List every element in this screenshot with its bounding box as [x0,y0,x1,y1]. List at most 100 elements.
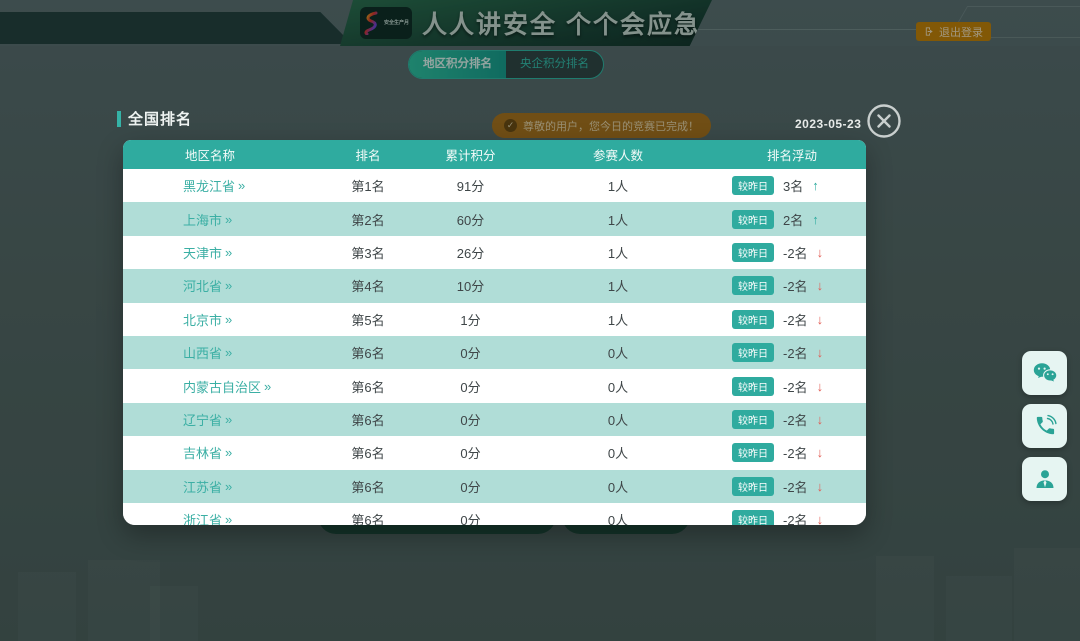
participants-value: 1人 [607,279,629,295]
change-value: -2名 [783,513,808,525]
title-banner: 安全生产月 人人讲安全 个个会应急 [340,0,712,46]
header-right-line [695,29,943,30]
rank-value: 第4名 [351,279,385,295]
region-link[interactable]: 上海市» [123,210,313,229]
completion-toast: ✓ 尊敬的用户，您今日的竞赛已完成！ [492,113,711,138]
column-header-participants: 参赛人数 [592,149,643,163]
change-value: -2名 [783,379,808,395]
change-cell: 较昨日 -2名 ↓ [718,510,866,525]
rank-value: 第6名 [351,446,385,462]
ranking-date: 2023-05-23 [795,117,862,131]
score-value: 0分 [460,446,481,462]
participants-value: 0人 [607,479,629,495]
check-icon: ✓ [504,119,517,132]
vs-yesterday-badge: 较昨日 [732,409,774,429]
rank-value: 第5名 [351,312,385,328]
change-value: -2名 [783,312,808,328]
table-body: 黑龙江省» 第1名 91分 1人 较昨日 3名 ↑ 上海市» 第2名 60分 1… [123,169,866,525]
rank-value: 第6名 [351,513,385,525]
trend-arrow-icon: ↓ [816,411,824,427]
vs-yesterday-badge: 较昨日 [732,309,774,329]
region-link[interactable]: 辽宁省» [123,410,313,429]
score-value: 0分 [460,513,481,525]
toast-message: 尊敬的用户，您今日的竞赛已完成！ [523,120,699,133]
change-value: -2名 [783,245,808,261]
logo-swoosh-icon [364,11,378,35]
participants-value: 0人 [607,513,629,525]
modal-title: 全国排名 [128,111,193,128]
vs-yesterday-badge: 较昨日 [732,242,774,262]
chevron-right-icon: » [238,178,246,194]
title-accent-bar [117,110,121,127]
table-row: 山西省» 第6名 0分 0人 较昨日 -2名 ↓ [123,335,866,370]
region-link[interactable]: 天津市» [123,243,313,262]
region-name: 山西省 [183,346,223,362]
region-link[interactable]: 内蒙古自治区» [123,377,313,396]
region-name: 江苏省 [183,479,223,495]
chevron-right-icon: » [225,512,233,525]
table-row: 江苏省» 第6名 0分 0人 较昨日 -2名 ↓ [123,469,866,503]
vs-yesterday-badge: 较昨日 [732,443,774,463]
region-name: 吉林省 [183,446,223,462]
ranking-tabs: 地区积分排名 央企积分排名 [408,50,604,79]
region-link[interactable]: 山西省» [123,343,313,362]
trend-arrow-icon: ↑ [812,211,819,227]
column-header-change: 排名浮动 [766,149,817,163]
header-left-decoration [0,12,352,44]
region-link[interactable]: 黑龙江省» [123,176,313,195]
region-link[interactable]: 河北省» [123,276,313,295]
phone-button[interactable] [1022,404,1067,448]
chevron-right-icon: » [225,345,233,361]
tab-enterprise-ranking[interactable]: 央企积分排名 [520,58,589,70]
chevron-right-icon: » [225,244,233,260]
building-silhouette [18,572,76,641]
region-name: 浙江省 [183,513,223,525]
building-silhouette [150,586,198,641]
change-value: 2名 [783,212,804,228]
change-value: -2名 [783,346,808,362]
contact-person-button[interactable] [1022,457,1067,501]
rank-value: 第2名 [351,212,385,228]
participants-value: 0人 [607,379,629,395]
trend-arrow-icon: ↓ [816,512,824,525]
logout-button[interactable]: 退出登录 [916,22,991,41]
trend-arrow-icon: ↓ [816,478,824,494]
vs-yesterday-badge: 较昨日 [732,209,774,229]
change-cell: 较昨日 -2名 ↓ [718,242,866,262]
phone-icon [1036,414,1057,435]
building-silhouette [1014,548,1080,641]
score-value: 0分 [460,479,481,495]
score-value: 60分 [456,212,485,228]
score-value: 0分 [460,379,481,395]
region-name: 北京市 [183,312,223,328]
participants-value: 1人 [607,245,629,261]
score-value: 0分 [460,412,481,428]
participants-value: 0人 [607,446,629,462]
change-value: -2名 [783,412,808,428]
region-name: 内蒙古自治区 [183,379,262,395]
score-value: 26分 [456,245,485,261]
building-silhouette [88,560,160,641]
safety-month-logo: 安全生产月 [360,7,412,39]
floating-contact-buttons [1022,351,1067,501]
region-link[interactable]: 北京市» [123,310,313,329]
table-row: 黑龙江省» 第1名 91分 1人 较昨日 3名 ↑ [123,169,866,203]
change-value: -2名 [783,279,808,295]
close-button[interactable] [866,103,902,139]
region-link[interactable]: 江苏省» [123,477,313,496]
participants-value: 0人 [607,412,629,428]
wechat-button[interactable] [1022,351,1067,395]
trend-arrow-icon: ↓ [816,378,824,394]
column-header-score: 累计积分 [445,149,496,163]
rank-value: 第6名 [351,479,385,495]
score-value: 1分 [460,312,481,328]
change-cell: 较昨日 -2名 ↓ [718,309,866,329]
region-link[interactable]: 吉林省» [123,443,313,462]
tab-region-ranking[interactable]: 地区积分排名 [409,51,506,78]
logout-label: 退出登录 [939,26,983,39]
chevron-right-icon: » [225,278,233,294]
vs-yesterday-badge: 较昨日 [732,176,774,196]
region-link[interactable]: 浙江省» [123,510,313,525]
rank-value: 第6名 [351,412,385,428]
